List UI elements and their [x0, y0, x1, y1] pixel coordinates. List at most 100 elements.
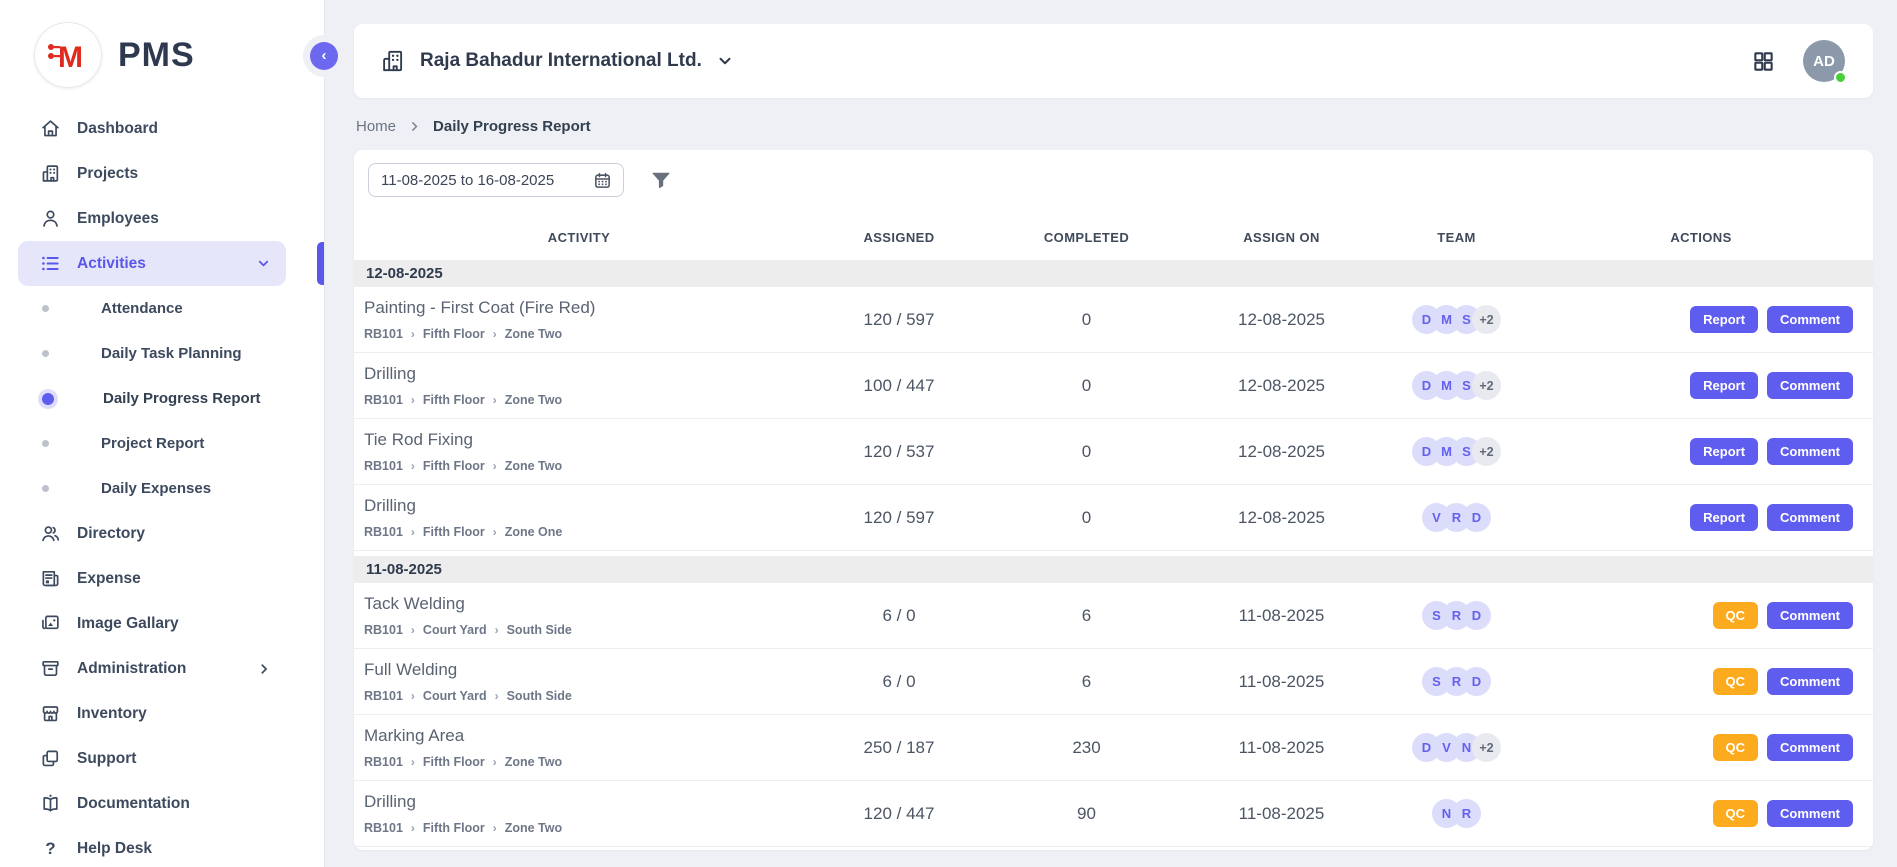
company-selector[interactable]: Raja Bahadur International Ltd. — [380, 48, 734, 74]
chevron-right-icon: › — [493, 327, 497, 341]
sidebar-item-administration[interactable]: Administration — [18, 646, 286, 691]
sidebar-subitem-daily-expenses[interactable]: Daily Expenses — [0, 466, 324, 511]
comment-button[interactable]: Comment — [1767, 306, 1853, 333]
activity-title: Drilling — [364, 364, 804, 384]
page: M PMS Dashboard Projects — [0, 0, 1897, 867]
group-date-header: 12-08-2025 — [354, 260, 1873, 287]
activity-path-item: RB101 — [364, 525, 403, 539]
chevron-right-icon: › — [493, 525, 497, 539]
table-row: Full WeldingRB101›Court Yard›South Side6… — [354, 649, 1873, 715]
activity-path: RB101›Fifth Floor›Zone One — [364, 525, 804, 539]
sidebar-subitem-daily-progress-report[interactable]: Daily Progress Report — [0, 376, 324, 421]
completed-value: 90 — [994, 804, 1179, 824]
team-avatars: DMS+2 — [1384, 371, 1529, 400]
report-button[interactable]: Report — [1690, 438, 1758, 465]
comment-button[interactable]: Comment — [1767, 438, 1853, 465]
qc-button[interactable]: QC — [1713, 602, 1759, 629]
date-range-input[interactable]: 11-08-2025 to 16-08-2025 — [368, 163, 624, 197]
sidebar-item-expense[interactable]: Expense — [18, 556, 286, 601]
activity-path-item: Zone Two — [505, 821, 562, 835]
main-content: Raja Bahadur International Ltd. AD Home — [325, 0, 1897, 867]
report-button[interactable]: Report — [1690, 306, 1758, 333]
team-more-badge: +2 — [1472, 733, 1501, 762]
sidebar-nav: Dashboard Projects Employees Activities — [0, 102, 324, 867]
calendar-icon — [593, 171, 612, 190]
chevron-right-icon: › — [493, 755, 497, 769]
sidebar-item-label: Dashboard — [77, 120, 158, 138]
team-avatars: VRD — [1384, 503, 1529, 532]
sidebar-item-support[interactable]: Support — [18, 736, 286, 781]
progress-table: ACTIVITY ASSIGNED COMPLETED ASSIGN ON TE… — [354, 219, 1873, 847]
team-member-badge: D — [1462, 601, 1491, 630]
bullet-icon — [42, 305, 49, 312]
table-row: Drilling RB101›Fifth Floor›Zone Two100 / … — [354, 353, 1873, 419]
activity-title: Marking Area — [364, 726, 804, 746]
sidebar-item-documentation[interactable]: Documentation — [18, 781, 286, 826]
chevron-right-icon: › — [411, 327, 415, 341]
comment-button[interactable]: Comment — [1767, 372, 1853, 399]
report-button[interactable]: Report — [1690, 504, 1758, 531]
activity-title: Tie Rod Fixing — [364, 430, 804, 450]
activity-path: RB101›Fifth Floor›Zone Two — [364, 393, 804, 407]
sidebar-subitem-daily-task-planning[interactable]: Daily Task Planning — [0, 331, 324, 376]
activity-cell: Full WeldingRB101›Court Yard›South Side — [354, 649, 804, 714]
activity-cell: Tie Rod FixingRB101›Fifth Floor›Zone Two — [354, 419, 804, 484]
comment-button[interactable]: Comment — [1767, 602, 1853, 629]
report-button[interactable]: Report — [1690, 372, 1758, 399]
online-status-dot — [1834, 71, 1847, 84]
comment-button[interactable]: Comment — [1767, 800, 1853, 827]
sidebar-item-projects[interactable]: Projects — [18, 151, 286, 196]
chevron-right-icon: › — [411, 459, 415, 473]
table-row: Painting - First Coat (Fire Red)RB101›Fi… — [354, 287, 1873, 353]
assigned-value: 100 / 447 — [804, 376, 994, 396]
comment-button[interactable]: Comment — [1767, 668, 1853, 695]
sidebar-item-label: Support — [77, 750, 136, 768]
team-avatars: SRD — [1384, 667, 1529, 696]
assign-on-value: 11-08-2025 — [1179, 738, 1384, 758]
actions-cell: QC Comment — [1529, 602, 1873, 629]
activity-path-item: Zone Two — [505, 393, 562, 407]
activity-path-item: South Side — [507, 689, 572, 703]
sidebar-item-directory[interactable]: Directory — [18, 511, 286, 556]
sidebar-item-dashboard[interactable]: Dashboard — [18, 106, 286, 151]
sidebar-item-employees[interactable]: Employees — [18, 196, 286, 241]
app-logo-row: M PMS — [0, 0, 324, 102]
chevron-right-icon: › — [411, 821, 415, 835]
team-more-badge: +2 — [1472, 371, 1501, 400]
activity-path-item: Zone One — [505, 525, 563, 539]
sidebar-subitem-attendance[interactable]: Attendance — [0, 286, 324, 331]
comment-button[interactable]: Comment — [1767, 504, 1853, 531]
sidebar-item-help-desk[interactable]: ? Help Desk — [18, 826, 286, 867]
completed-value: 0 — [994, 376, 1179, 396]
qc-button[interactable]: QC — [1713, 800, 1759, 827]
building-icon — [40, 163, 61, 184]
sidebar-item-label: Inventory — [77, 705, 147, 723]
comment-button[interactable]: Comment — [1767, 734, 1853, 761]
team-avatars: DMS+2 — [1384, 437, 1529, 466]
sidebar-item-label: Activities — [77, 255, 146, 273]
breadcrumb-home[interactable]: Home — [356, 118, 396, 135]
team-member-badge: D — [1462, 503, 1491, 532]
activity-path-item: RB101 — [364, 327, 403, 341]
activity-path-item: RB101 — [364, 623, 403, 637]
activity-cell: DrillingRB101›Fifth Floor›Zone One — [354, 485, 804, 550]
sidebar-item-activities[interactable]: Activities — [18, 241, 286, 286]
qc-button[interactable]: QC — [1713, 734, 1759, 761]
actions-cell: QC Comment — [1529, 800, 1873, 827]
sidebar-subitem-project-report[interactable]: Project Report — [0, 421, 324, 466]
filter-funnel-button[interactable] — [650, 169, 672, 191]
sidebar-item-inventory[interactable]: Inventory — [18, 691, 286, 736]
sidebar-subitem-label: Daily Expenses — [101, 480, 211, 497]
sidebar-item-image-gallary[interactable]: Image Gallary — [18, 601, 286, 646]
user-avatar[interactable]: AD — [1803, 40, 1845, 82]
qc-button[interactable]: QC — [1713, 668, 1759, 695]
topbar-right: AD — [1752, 40, 1845, 82]
column-header-assign-on: ASSIGN ON — [1179, 230, 1384, 245]
image-icon — [40, 613, 61, 634]
apps-grid-icon[interactable] — [1752, 50, 1775, 73]
svg-text:M: M — [58, 41, 83, 74]
activity-path: RB101›Court Yard›South Side — [364, 689, 804, 703]
sidebar-collapse-button[interactable]: ‹ — [310, 42, 338, 70]
activity-path-item: Zone Two — [505, 755, 562, 769]
activity-path-item: South Side — [507, 623, 572, 637]
